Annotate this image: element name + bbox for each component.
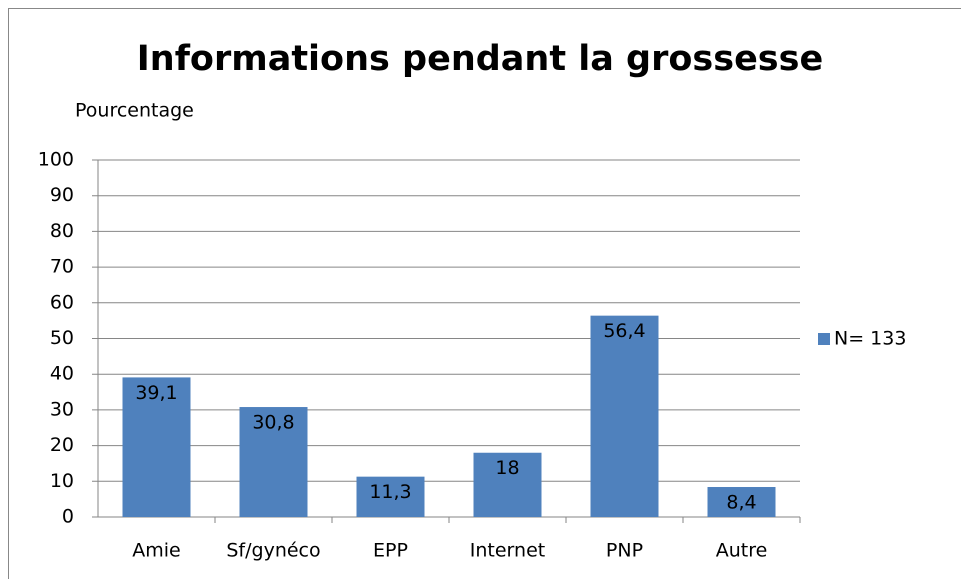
- y-tick-label: 20: [50, 434, 74, 456]
- y-tick-label: 0: [62, 506, 74, 528]
- y-tick-label: 10: [50, 470, 74, 492]
- x-tick-label: Amie: [132, 540, 180, 562]
- data-label: 30,8: [252, 412, 294, 434]
- y-tick-label: 70: [50, 256, 74, 278]
- legend-swatch: [818, 333, 830, 345]
- bar: [591, 316, 659, 517]
- y-tick-label: 100: [38, 149, 74, 171]
- data-label: 11,3: [369, 481, 411, 503]
- y-tick-label: 80: [50, 220, 74, 242]
- y-axis-label: Pourcentage: [75, 100, 194, 122]
- data-label: 39,1: [135, 382, 177, 404]
- x-tick-label: Internet: [470, 540, 545, 562]
- legend-label: N= 133: [834, 328, 906, 350]
- x-tick-label: Autre: [716, 540, 768, 562]
- x-tick-label: PNP: [606, 540, 643, 562]
- data-label: 18: [495, 457, 519, 479]
- y-tick-label: 90: [50, 184, 74, 206]
- y-tick-label: 40: [50, 363, 74, 385]
- y-tick-label: 30: [50, 398, 74, 420]
- x-tick-label: Sf/gynéco: [226, 540, 320, 562]
- data-label: 8,4: [726, 492, 756, 514]
- chart-title: Informations pendant la grossesse: [137, 39, 823, 79]
- x-tick-label: EPP: [373, 540, 408, 562]
- y-tick-label: 60: [50, 291, 74, 313]
- data-label: 56,4: [603, 320, 645, 342]
- y-tick-label: 50: [50, 327, 74, 349]
